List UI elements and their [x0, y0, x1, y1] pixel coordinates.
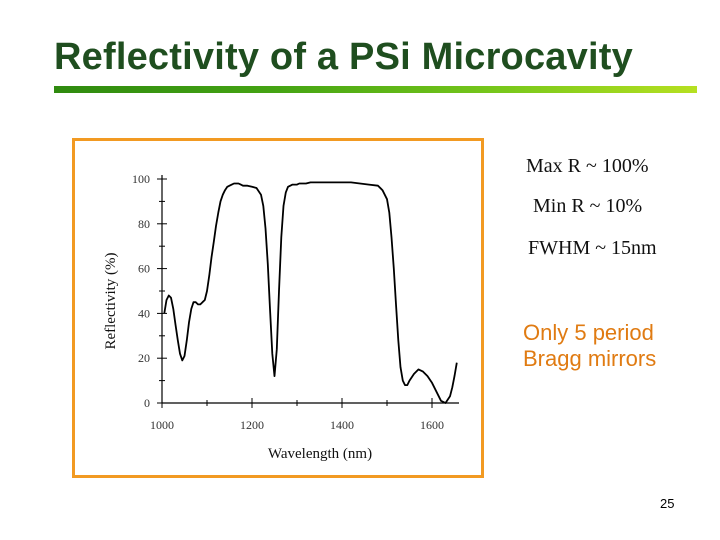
x-tick-label: 1000 — [150, 418, 174, 432]
y-axis-label: Reflectivity (%) — [103, 252, 119, 349]
title-underline — [54, 86, 697, 93]
y-tick-label: 80 — [138, 217, 150, 231]
y-tick-label: 100 — [132, 172, 150, 186]
slide-title: Reflectivity of a PSi Microcavity — [54, 36, 633, 78]
y-tick-label: 0 — [144, 396, 150, 410]
y-tick-label: 20 — [138, 351, 150, 365]
x-tick-label: 1600 — [420, 418, 444, 432]
annotation-bragg-note: Only 5 period Bragg mirrors — [523, 320, 656, 372]
bragg-note-line-1: Only 5 period — [523, 320, 654, 345]
x-ticks: 1000 1200 1400 1600 — [150, 398, 444, 432]
y-tick-label: 60 — [138, 262, 150, 276]
y-ticks: 0 20 40 60 80 100 — [132, 172, 167, 410]
annotation-min-r: Min R ~ 10% — [533, 195, 643, 217]
chart-frame: 0 20 40 60 80 100 1000 1200 1400 1600 Reflectivi… — [72, 138, 484, 478]
x-tick-label: 1200 — [240, 418, 264, 432]
chart-series — [163, 181, 458, 404]
annotation-max-r: Max R ~ 100% — [526, 155, 649, 177]
reflectivity-curve — [163, 181, 458, 404]
y-tick-label: 40 — [138, 306, 150, 320]
reflectivity-chart: 0 20 40 60 80 100 1000 1200 1400 1600 Reflectivi… — [103, 172, 459, 462]
bragg-note-line-2: Bragg mirrors — [523, 346, 657, 371]
chart-axes — [161, 175, 459, 404]
page-number: 25 — [660, 496, 675, 511]
x-axis-label: Wavelength (nm) — [268, 446, 372, 462]
x-tick-label: 1400 — [330, 418, 354, 432]
annotation-fwhm: FWHM ~ 15nm — [528, 237, 657, 259]
